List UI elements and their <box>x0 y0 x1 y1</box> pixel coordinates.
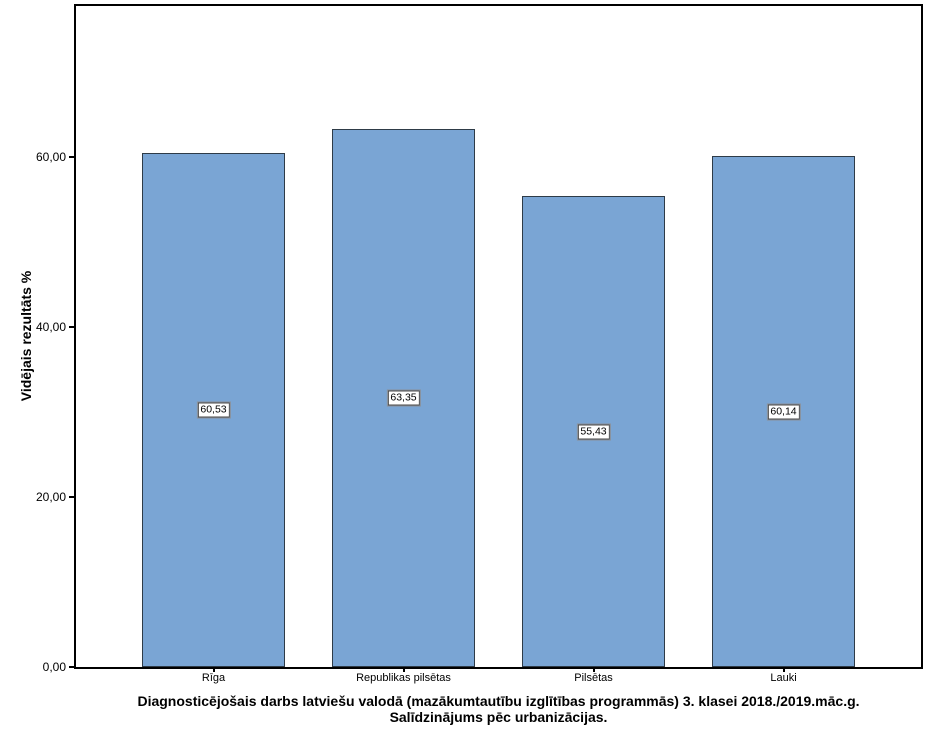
bar-value-label: 55,43 <box>576 423 611 440</box>
chart-title-line2: Salīdzinājums pēc urbanizācijas. <box>389 708 608 725</box>
y-tick-label: 0,00 <box>42 660 66 674</box>
x-tick <box>212 667 215 672</box>
category-label: Rīga <box>201 672 226 684</box>
category-label: Pilsētas <box>574 672 613 684</box>
x-tick <box>782 667 785 672</box>
bars-layer: 60,53 63,35 55,43 60,14 <box>76 6 921 667</box>
y-tick-label: 20,00 <box>35 490 66 505</box>
y-tick <box>69 666 76 668</box>
x-tick <box>592 667 595 672</box>
bar-value-label: 60,53 <box>196 401 231 419</box>
y-tick-label: 60,00 <box>35 150 66 165</box>
y-tick <box>69 156 76 159</box>
chart-title-line1: Diagnosticējošais darbs latviešu valodā … <box>137 693 860 709</box>
y-tick <box>69 326 76 329</box>
x-tick <box>402 667 405 672</box>
bar-value-label: 63,35 <box>386 389 421 407</box>
y-axis-title: Vidējais rezultāts % <box>18 270 34 402</box>
category-label: Lauki <box>770 672 797 684</box>
y-tick <box>69 496 76 499</box>
y-tick-label: 40,00 <box>35 320 66 335</box>
category-label: Republikas pilsētas <box>356 672 451 684</box>
bar-value-label: 60,14 <box>766 403 801 420</box>
chart-title: Diagnosticējošais darbs latviešu valodā … <box>76 693 921 725</box>
